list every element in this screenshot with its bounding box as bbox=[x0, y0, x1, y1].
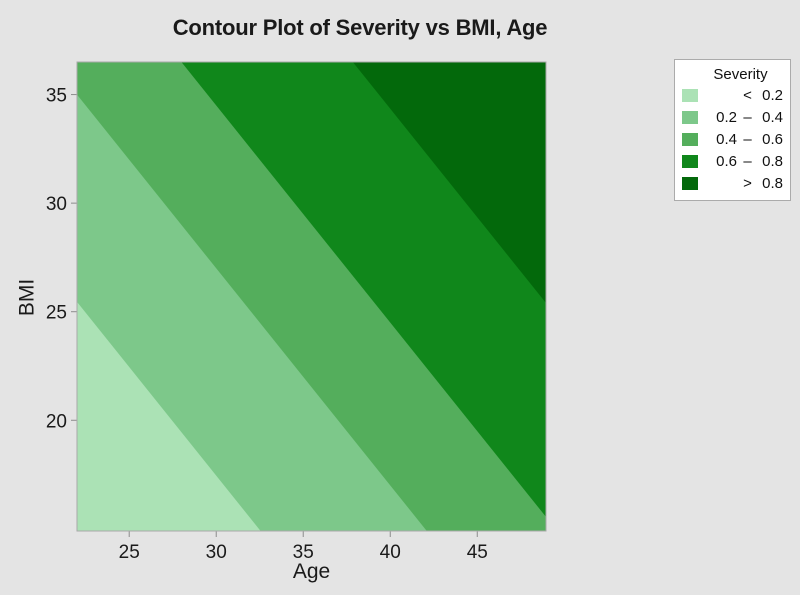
legend: Severity <0.2 0.2–0.4 0.4–0.6 0.6–0.8 >0.8 bbox=[674, 59, 791, 201]
legend-swatch bbox=[682, 111, 698, 124]
legend-range-lo: 0.2 bbox=[716, 109, 737, 126]
legend-range-hi: 0.6 bbox=[762, 131, 783, 148]
legend-range-hi: 0.8 bbox=[762, 175, 783, 192]
legend-range-op: < bbox=[743, 87, 752, 104]
y-tick-label: 25 bbox=[46, 303, 67, 324]
x-tick-label: 25 bbox=[119, 542, 140, 563]
y-axis-label: BMI bbox=[15, 278, 39, 317]
x-tick-label: 30 bbox=[206, 542, 227, 563]
legend-range-op: > bbox=[743, 175, 752, 192]
legend-swatch bbox=[682, 155, 698, 168]
x-tick-label: 40 bbox=[380, 542, 401, 563]
legend-swatch bbox=[682, 89, 698, 102]
x-tick-label: 35 bbox=[293, 542, 314, 563]
legend-rows: <0.2 0.2–0.4 0.4–0.6 0.6–0.8 >0.8 bbox=[682, 87, 783, 192]
x-tick-label: 45 bbox=[467, 542, 488, 563]
legend-title: Severity bbox=[713, 66, 768, 83]
contour-band bbox=[352, 62, 546, 303]
legend-range-op: – bbox=[743, 109, 752, 126]
y-tick-label: 35 bbox=[46, 86, 67, 107]
chart-title: Contour Plot of Severity vs BMI, Age bbox=[172, 15, 548, 40]
plot-frame bbox=[76, 61, 547, 532]
legend-range-op: – bbox=[743, 131, 752, 148]
legend-range-hi: 0.8 bbox=[762, 153, 783, 170]
legend-range-lo: 0.4 bbox=[716, 131, 737, 148]
legend-swatch bbox=[682, 133, 698, 146]
legend-swatch bbox=[682, 177, 698, 190]
legend-range-hi: 0.4 bbox=[762, 109, 783, 126]
x-axis-label: Age bbox=[292, 560, 331, 583]
legend-range-hi: 0.2 bbox=[762, 87, 783, 104]
y-tick-label: 30 bbox=[46, 194, 67, 215]
y-tick-label: 20 bbox=[46, 411, 67, 432]
legend-range-lo: 0.6 bbox=[716, 153, 737, 170]
legend-range-op: – bbox=[743, 153, 752, 170]
